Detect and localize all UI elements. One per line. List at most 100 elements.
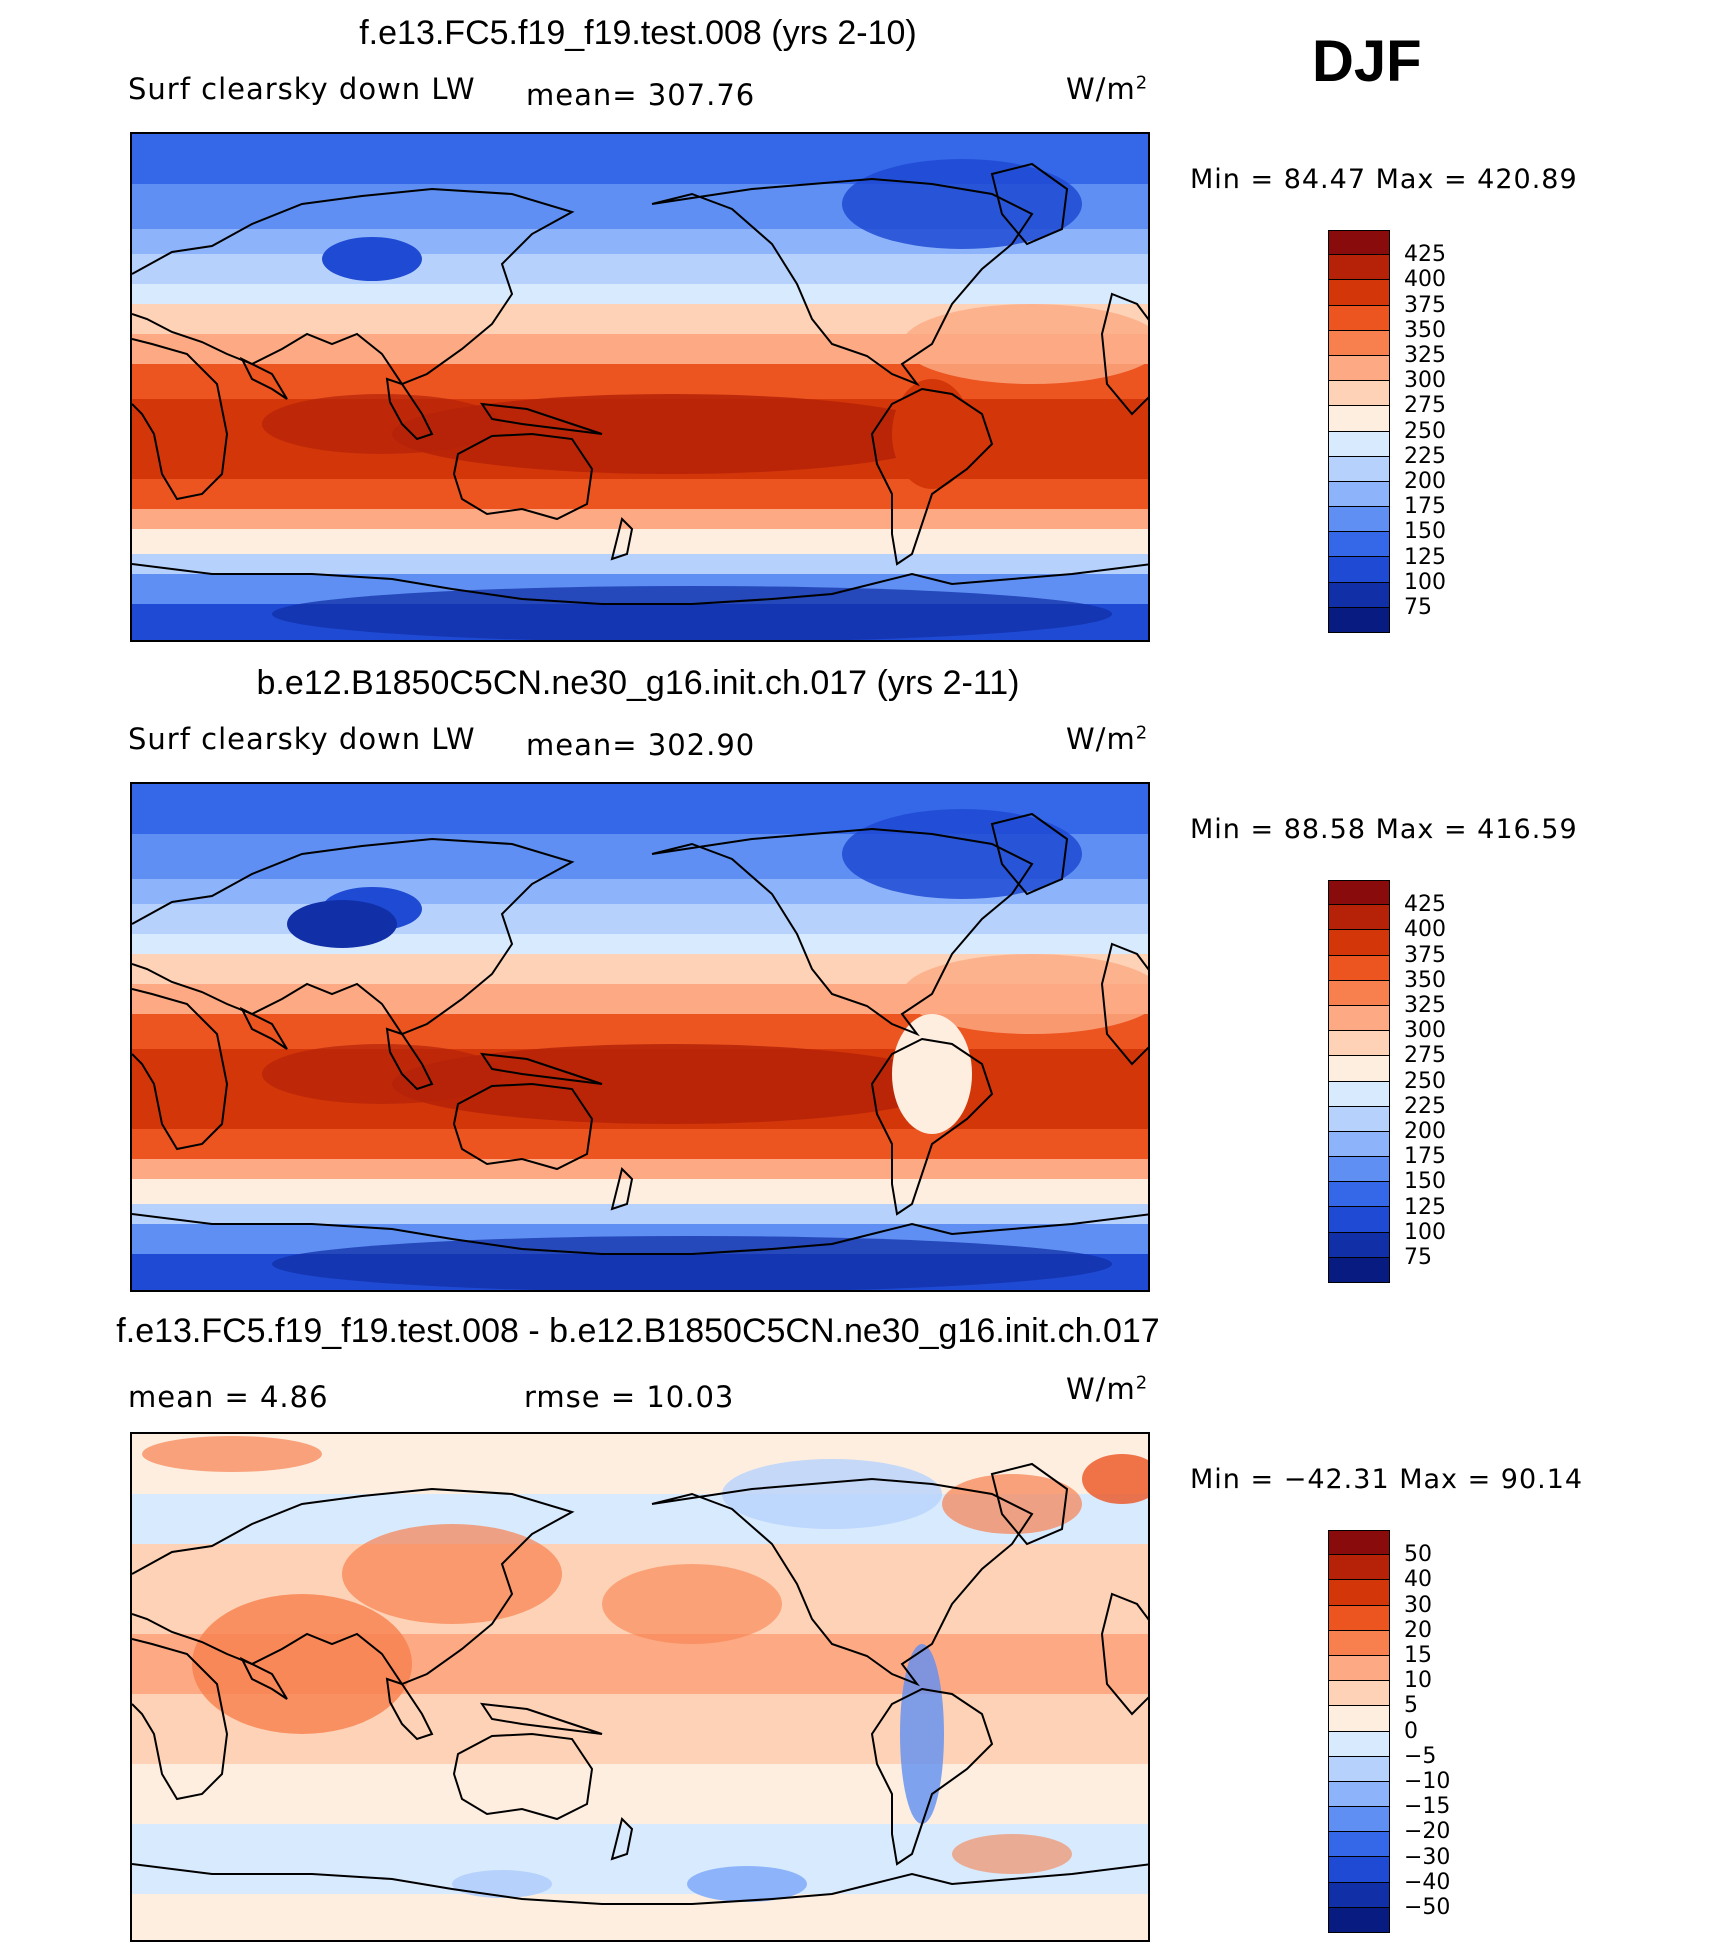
- coastline: [651, 177, 1034, 387]
- colorbar-tick-label: 75: [1404, 1245, 1432, 1270]
- contour-blob: [262, 1044, 502, 1104]
- colorbar-swatch: [1328, 980, 1390, 1006]
- contour-blob: [892, 1014, 972, 1134]
- colorbar-tick-label: 125: [1404, 544, 1446, 570]
- contour-band: [132, 1179, 1148, 1204]
- coastline: [990, 162, 1069, 246]
- contour-blob: [722, 1459, 942, 1529]
- colorbar-tick-label: 275: [1404, 393, 1446, 419]
- contour-blob: [687, 1866, 807, 1902]
- colorbar-swatch: [1328, 880, 1390, 906]
- contour-band: [132, 554, 1148, 574]
- contour-band: [132, 1764, 1148, 1824]
- coastline: [452, 1732, 594, 1821]
- coastline: [651, 827, 1034, 1037]
- colorbar-swatch: [1328, 481, 1390, 508]
- colorbar-tick-label: −50: [1404, 1895, 1451, 1920]
- colorbar-swatch: [1328, 1580, 1390, 1606]
- colorbar-tick-label: 300: [1404, 1018, 1446, 1044]
- contour-band: [132, 1204, 1148, 1224]
- colorbar-swatch: [1328, 255, 1390, 281]
- colorbar-swatch: [1328, 1756, 1390, 1782]
- colorbar-tick-label: 30: [1404, 1592, 1432, 1618]
- contour-blob: [342, 1524, 562, 1624]
- colorbar-swatch: [1328, 330, 1390, 356]
- contour-band: [132, 934, 1148, 954]
- colorbar-tick-label: 10: [1404, 1668, 1432, 1694]
- panel-3-colorbar: [1328, 1530, 1390, 1933]
- coastline: [651, 1477, 1034, 1687]
- contour-blob: [192, 1594, 412, 1734]
- colorbar-swatch: [1328, 1731, 1390, 1757]
- colorbar-tick-label: 20: [1404, 1617, 1432, 1643]
- colorbar-tick-label: 425: [1404, 242, 1446, 268]
- coastline: [479, 402, 603, 435]
- colorbar-tick-label: −40: [1404, 1869, 1451, 1895]
- coastline: [1100, 1592, 1148, 1716]
- colorbar-swatch: [1328, 1005, 1390, 1032]
- coastline: [132, 988, 229, 1151]
- coastline: [132, 837, 575, 1036]
- coastline: [132, 1487, 575, 1686]
- contour-band: [132, 529, 1148, 554]
- colorbar-swatch: [1328, 1131, 1390, 1158]
- colorbar-swatch: [1328, 1907, 1390, 1933]
- coastline: [610, 1167, 634, 1211]
- panel-1-mean-label: mean= 307.76: [526, 78, 756, 112]
- panel-2-min-max: Min = 88.58 Max = 416.59: [1190, 814, 1578, 845]
- panel-3-units: W/m2: [1066, 1372, 1149, 1406]
- colorbar-tick-label: 100: [1404, 1219, 1446, 1245]
- colorbar-swatch: [1328, 355, 1390, 382]
- panel-2-units: W/m2: [1066, 722, 1149, 756]
- colorbar-swatch: [1328, 1605, 1390, 1631]
- panel-3-min-max: Min = −42.31 Max = 90.14: [1190, 1464, 1584, 1495]
- colorbar-swatch: [1328, 1807, 1390, 1833]
- colorbar-tick-label: 0: [1404, 1718, 1418, 1744]
- panel-2-colorbar: [1328, 880, 1390, 1283]
- colorbar-tick-label: 400: [1404, 917, 1446, 943]
- contour-blob: [952, 1834, 1072, 1874]
- colorbar-tick-label: 40: [1404, 1567, 1432, 1593]
- colorbar-swatch: [1328, 456, 1390, 482]
- contour-blob: [900, 1644, 944, 1824]
- colorbar-tick-label: 225: [1404, 1093, 1446, 1119]
- panel-1-title: f.e13.FC5.f19_f19.test.008 (yrs 2-10): [359, 14, 917, 52]
- contour-blob: [892, 379, 972, 489]
- panel-1-variable-label: Surf clearsky down LW: [128, 72, 476, 106]
- colorbar-swatch: [1328, 607, 1390, 633]
- colorbar-swatch: [1328, 955, 1390, 981]
- colorbar-tick-label: −20: [1404, 1819, 1451, 1845]
- colorbar-tick-label: 5: [1404, 1693, 1418, 1719]
- colorbar-tick-label: 300: [1404, 368, 1446, 394]
- colorbar-tick-label: 350: [1404, 317, 1446, 343]
- panel-2-title: b.e12.B1850C5CN.ne30_g16.init.ch.017 (yr…: [256, 664, 1020, 702]
- contour-band: [132, 904, 1148, 934]
- contour-band: [132, 1129, 1148, 1159]
- colorbar-tick-label: 250: [1404, 1068, 1446, 1094]
- contour-band: [132, 284, 1148, 304]
- colorbar-swatch: [1328, 1681, 1390, 1707]
- panel-3-mean-label: mean = 4.86: [128, 1380, 329, 1414]
- colorbar-swatch: [1328, 1530, 1390, 1556]
- colorbar-tick-label: 75: [1404, 595, 1432, 620]
- colorbar-tick-label: −5: [1404, 1743, 1437, 1769]
- coastline: [385, 1027, 434, 1091]
- coastline: [990, 1462, 1069, 1546]
- colorbar-tick-label: 150: [1404, 519, 1446, 545]
- coastline: [132, 338, 229, 501]
- colorbar-tick-label: 200: [1404, 469, 1446, 494]
- colorbar-swatch: [1328, 305, 1390, 331]
- colorbar-tick-label: 275: [1404, 1043, 1446, 1069]
- coastline: [479, 1702, 603, 1735]
- colorbar-swatch: [1328, 582, 1390, 608]
- coastline: [1100, 942, 1148, 1066]
- colorbar-swatch: [1328, 532, 1390, 558]
- colorbar-swatch: [1328, 507, 1390, 533]
- colorbar-swatch: [1328, 280, 1390, 306]
- panel-3-rmse-label: rmse = 10.03: [524, 1380, 735, 1414]
- colorbar-swatch: [1328, 1832, 1390, 1858]
- colorbar-swatch: [1328, 431, 1390, 457]
- colorbar-swatch: [1328, 1232, 1390, 1258]
- colorbar-swatch: [1328, 1781, 1390, 1808]
- panel-1-units: W/m2: [1066, 72, 1149, 106]
